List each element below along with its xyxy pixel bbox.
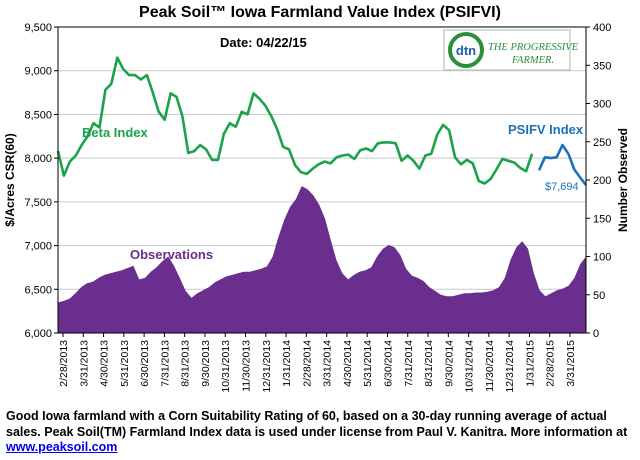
dtn-badge-text: dtn (456, 43, 476, 58)
x-tick-label: 11/30/2013 (241, 340, 253, 392)
farmland-value-chart: Peak Soil™ Iowa Farmland Value Index (PS… (3, 4, 630, 393)
x-tick-label: 3/31/2015 (565, 340, 577, 387)
observations-label: Observations (130, 247, 213, 262)
x-axis-ticks: 2/28/2013 3/31/2013 4/30/2013 5/31/2013 6/30… (58, 333, 577, 393)
x-tick-label: 8/31/2014 (423, 340, 435, 387)
right-tick-label: 0 (593, 328, 599, 340)
x-tick-label: 2/28/2015 (545, 340, 557, 387)
observations-area-layer (58, 186, 586, 333)
logo-line1: THE PROGRESSIVE (488, 42, 579, 53)
left-tick-label: 8,500 (24, 109, 52, 121)
dtn-progressive-farmer-logo: dtn THE PROGRESSIVE FARMER. (443, 29, 579, 71)
peaksoil-link[interactable]: www.peaksoil.com (6, 440, 118, 454)
x-tick-label: 10/31/2014 (464, 340, 476, 393)
right-tick-label: 200 (593, 175, 611, 187)
x-tick-label: 7/31/2013 (159, 340, 171, 387)
beta-index-line (56, 56, 534, 185)
x-tick-label: 6/30/2014 (382, 340, 394, 387)
left-tick-label: 9,000 (24, 66, 52, 78)
x-tick-label: 7/31/2014 (403, 340, 415, 387)
left-tick-label: 8,000 (24, 153, 52, 165)
right-tick-label: 100 (593, 252, 611, 264)
right-tick-label: 400 (593, 22, 611, 34)
x-tick-label: 3/31/2013 (78, 340, 90, 387)
left-tick-label: 6,000 (24, 328, 52, 340)
x-tick-label: 8/31/2013 (180, 340, 192, 387)
logo-line2: FARMER. (511, 55, 554, 66)
x-tick-label: 6/30/2013 (139, 340, 151, 387)
psifv-index-line (537, 143, 588, 186)
x-tick-label: 3/31/2014 (322, 340, 334, 387)
x-tick-label: 10/31/2013 (220, 340, 232, 393)
y-axis-left-label: $/Acres CSR(60) (3, 133, 17, 226)
x-tick-label: 2/28/2014 (301, 340, 313, 387)
x-tick-label: 5/31/2013 (119, 340, 131, 387)
x-tick-label: 9/30/2014 (443, 340, 455, 387)
dtn-badge-icon (448, 32, 484, 68)
y-axis-right-label: Number Observed (616, 128, 630, 232)
series-lines-layer (56, 56, 588, 186)
right-tick-label: 50 (593, 290, 605, 302)
x-tick-label: 5/31/2014 (362, 340, 374, 387)
left-tick-label: 7,500 (24, 197, 52, 209)
left-axis-ticks: 6,000 6,500 7,000 7,500 8,000 8,500 9,000 9,500 (24, 22, 58, 340)
x-tick-label: 11/30/2014 (484, 340, 496, 392)
x-tick-label: 12/31/2013 (261, 340, 273, 393)
left-tick-label: 6,500 (24, 284, 52, 296)
left-tick-label: 9,500 (24, 22, 52, 34)
chart-caption: Good Iowa farmland with a Corn Suitabili… (6, 409, 634, 456)
x-tick-label: 12/31/2014 (504, 340, 516, 393)
date-label: Date: 04/22/15 (220, 35, 307, 50)
left-tick-label: 7,000 (24, 241, 52, 253)
right-tick-label: 300 (593, 99, 611, 111)
caption-text: Good Iowa farmland with a Corn Suitabili… (6, 409, 628, 439)
right-tick-label: 150 (593, 213, 611, 225)
psifv-end-value-label: $7,694 (545, 181, 579, 193)
x-tick-label: 1/31/2015 (524, 340, 536, 387)
x-tick-label: 1/31/2014 (281, 340, 293, 387)
x-tick-label: 9/30/2013 (200, 340, 212, 387)
right-tick-label: 250 (593, 137, 611, 149)
psifv-index-label: PSIFV Index (508, 122, 584, 137)
x-tick-label: 4/30/2013 (99, 340, 111, 387)
x-tick-label: 2/28/2013 (58, 340, 70, 387)
x-tick-label: 4/30/2014 (342, 340, 354, 387)
chart-title: Peak Soil™ Iowa Farmland Value Index (PS… (139, 4, 501, 21)
right-tick-label: 350 (593, 60, 611, 72)
right-axis-ticks: 0 50 100 150 200 250 300 350 400 (586, 22, 611, 340)
observations-area (58, 186, 586, 333)
beta-index-label: Beta Index (82, 125, 149, 140)
